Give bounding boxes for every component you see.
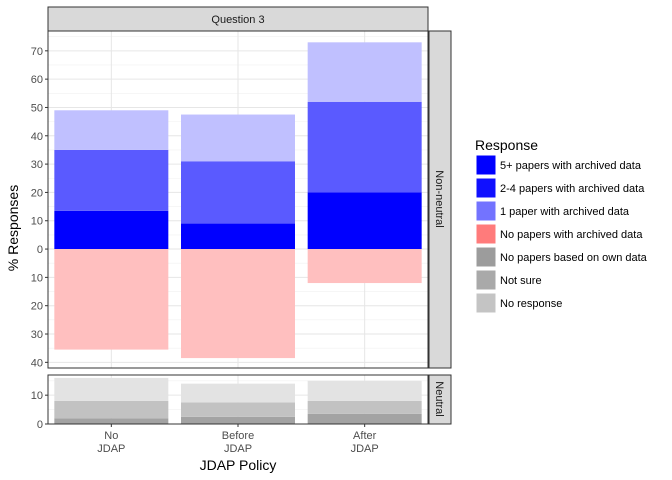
bar-1-1 [54, 210, 169, 250]
legend-key-7 [475, 292, 497, 314]
x-tick-label-line1: No [104, 430, 118, 442]
y-tick-label: 20 [31, 301, 43, 313]
row-strip-label-non-neutral: Non-neutral [433, 170, 445, 227]
y-tick-label: 60 [31, 74, 43, 86]
x-tick-label-line2: JDAP [351, 443, 379, 455]
legend-title: Response [475, 137, 538, 153]
y-axis-title: % Responses [5, 185, 21, 271]
y-tick-label: 20 [31, 187, 43, 199]
legend-key-6 [475, 269, 497, 291]
y-tick-label: 0 [37, 419, 43, 431]
legend-key-5 [475, 246, 497, 268]
legend-label-3: 1 paper with archived data [500, 206, 630, 218]
legend-key-3 [475, 200, 497, 222]
legend-label-1: 5+ papers with archived data [500, 160, 642, 172]
x-tick-label-line1: After [353, 430, 377, 442]
facet-title: Question 3 [211, 14, 264, 26]
bar-2-1 [54, 149, 169, 211]
y-tick-label: 30 [31, 329, 43, 341]
legend-label-7: No response [500, 298, 562, 310]
y-tick-label: 70 [31, 46, 43, 58]
legend: Response 5+ papers with archived data 2-4… [475, 137, 648, 314]
legend-label-4: No papers with archived data [500, 229, 643, 241]
y-tick-label: 10 [31, 390, 43, 402]
y-tick-label: 40 [31, 357, 43, 369]
y-axis-ticks: 70 60 50 40 30 20 10 0 10 20 30 40 10 0 [31, 46, 48, 431]
bar-4-3 [307, 249, 422, 284]
row-strip-label-neutral: Neutral [433, 381, 445, 416]
bar-7-2 [181, 383, 295, 403]
legend-key-4 [475, 223, 497, 245]
bar-6-3 [307, 400, 422, 414]
bar-5-3 [307, 413, 422, 424]
bar-5-2 [181, 416, 295, 424]
bar-1-2 [181, 223, 295, 250]
y-tick-label: 30 [31, 159, 43, 171]
x-tick-label-line2: JDAP [97, 443, 125, 455]
row-strip-non-neutral [428, 30, 452, 369]
y-tick-label: 0 [37, 244, 43, 256]
bar-2-3 [307, 101, 422, 193]
legend-label-2: 2-4 papers with archived data [500, 183, 645, 195]
bar-3-3 [307, 42, 422, 102]
x-tick-label-line1: Before [222, 430, 254, 442]
bar-6-2 [181, 402, 295, 417]
y-tick-label: 10 [31, 272, 43, 284]
row-strip-neutral [428, 374, 452, 425]
panel-neutral [47, 374, 429, 425]
y-tick-label: 40 [31, 131, 43, 143]
bar-4-1 [54, 249, 169, 350]
bar-2-2 [181, 161, 295, 224]
legend-key-2 [475, 177, 497, 199]
panel-non-neutral [47, 30, 429, 369]
bar-6-1 [54, 400, 169, 419]
bar-5-1 [54, 418, 169, 424]
facet-strip [47, 6, 429, 32]
panel-border [47, 30, 429, 369]
legend-label-6: Not sure [500, 275, 542, 287]
legend-label-5: No papers based on own data [500, 252, 648, 264]
legend-key-1 [475, 154, 497, 176]
bar-3-2 [181, 114, 295, 162]
bar-1-3 [307, 192, 422, 250]
bar-4-2 [181, 249, 295, 359]
y-tick-label: 50 [31, 102, 43, 114]
bar-7-3 [307, 380, 422, 401]
x-axis-title: JDAP Policy [200, 457, 277, 473]
bar-3-1 [54, 110, 169, 150]
x-tick-label-line2: JDAP [224, 443, 252, 455]
y-tick-label: 10 [31, 216, 43, 228]
bar-7-1 [54, 377, 169, 401]
